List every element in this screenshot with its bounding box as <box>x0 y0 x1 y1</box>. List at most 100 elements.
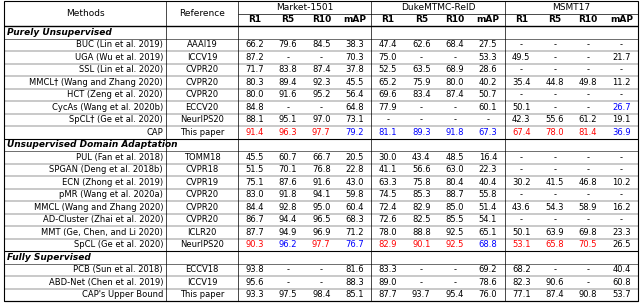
Text: 82.9: 82.9 <box>379 240 397 249</box>
Text: -: - <box>586 153 589 162</box>
Text: 87.7: 87.7 <box>245 228 264 237</box>
Text: 85.5: 85.5 <box>445 215 464 224</box>
Text: 95.6: 95.6 <box>245 278 264 287</box>
Text: -: - <box>520 40 523 49</box>
Text: 70.1: 70.1 <box>278 165 297 174</box>
Text: 86.7: 86.7 <box>245 215 264 224</box>
Text: PCB (Sun et al. 2018): PCB (Sun et al. 2018) <box>74 265 163 274</box>
Text: 49.5: 49.5 <box>512 53 531 62</box>
Text: 23.3: 23.3 <box>612 228 630 237</box>
Text: 96.2: 96.2 <box>278 240 297 249</box>
Text: Fully Supervised: Fully Supervised <box>7 253 91 262</box>
Text: R5: R5 <box>415 15 428 24</box>
Text: DukeMTMC-ReID: DukeMTMC-ReID <box>401 3 476 12</box>
Text: 87.6: 87.6 <box>278 178 298 187</box>
Text: -: - <box>287 278 289 287</box>
Text: 83.8: 83.8 <box>278 65 298 74</box>
Text: 58.9: 58.9 <box>579 203 597 212</box>
Text: -: - <box>520 90 523 99</box>
Text: 88.1: 88.1 <box>245 115 264 124</box>
Text: -: - <box>586 90 589 99</box>
Text: 56.4: 56.4 <box>346 90 364 99</box>
Text: 63.9: 63.9 <box>545 228 564 237</box>
Text: 69.2: 69.2 <box>479 265 497 274</box>
Text: 95.0: 95.0 <box>312 203 330 212</box>
Text: 26.7: 26.7 <box>612 103 630 112</box>
Text: 66.7: 66.7 <box>312 153 331 162</box>
Text: -: - <box>320 53 323 62</box>
Text: ECN (Zhong et al. 2019): ECN (Zhong et al. 2019) <box>62 178 163 187</box>
Text: 26.5: 26.5 <box>612 240 630 249</box>
Text: 30.0: 30.0 <box>379 153 397 162</box>
Text: 53.1: 53.1 <box>512 240 531 249</box>
Text: 79.6: 79.6 <box>278 40 297 49</box>
Text: 94.4: 94.4 <box>279 215 297 224</box>
Text: 38.3: 38.3 <box>345 40 364 49</box>
Text: 22.3: 22.3 <box>479 165 497 174</box>
Text: -: - <box>453 53 456 62</box>
Text: 77.9: 77.9 <box>379 103 397 112</box>
Text: pMR (Wang et al. 2020a): pMR (Wang et al. 2020a) <box>60 190 163 199</box>
Text: 85.0: 85.0 <box>445 203 464 212</box>
Text: 74.5: 74.5 <box>379 190 397 199</box>
Text: Methods: Methods <box>66 9 104 18</box>
Text: 78.0: 78.0 <box>545 128 564 137</box>
Text: CVPR20: CVPR20 <box>186 215 218 224</box>
Text: 63.3: 63.3 <box>379 178 397 187</box>
Text: 60.7: 60.7 <box>278 153 297 162</box>
Text: -: - <box>453 278 456 287</box>
Text: 75.9: 75.9 <box>412 78 431 87</box>
Text: SpCL (Ge et al. 2020): SpCL (Ge et al. 2020) <box>74 240 163 249</box>
Text: 80.4: 80.4 <box>445 178 464 187</box>
Text: MMCL (Wang and Zhang 2020): MMCL (Wang and Zhang 2020) <box>33 203 163 212</box>
Text: 44.8: 44.8 <box>545 78 564 87</box>
Text: This paper: This paper <box>180 290 224 299</box>
Text: 98.4: 98.4 <box>312 290 330 299</box>
Text: 85.3: 85.3 <box>412 190 431 199</box>
Text: -: - <box>453 115 456 124</box>
Text: 93.8: 93.8 <box>245 265 264 274</box>
Text: 68.3: 68.3 <box>345 215 364 224</box>
Text: -: - <box>420 278 423 287</box>
Text: 88.3: 88.3 <box>345 278 364 287</box>
Text: -: - <box>586 265 589 274</box>
Text: ECCV20: ECCV20 <box>186 103 219 112</box>
Text: 87.4: 87.4 <box>445 90 464 99</box>
Text: -: - <box>420 265 423 274</box>
Text: -: - <box>320 265 323 274</box>
Text: 53.3: 53.3 <box>479 53 497 62</box>
Text: 89.4: 89.4 <box>278 78 297 87</box>
Text: 96.5: 96.5 <box>312 215 330 224</box>
Text: -: - <box>420 53 423 62</box>
Text: -: - <box>620 190 623 199</box>
Text: 27.5: 27.5 <box>479 40 497 49</box>
Text: -: - <box>287 53 289 62</box>
Text: 95.4: 95.4 <box>445 290 464 299</box>
Text: -: - <box>586 215 589 224</box>
Text: Unsupervised Domain Adaptation: Unsupervised Domain Adaptation <box>7 140 177 149</box>
Text: -: - <box>420 103 423 112</box>
Text: R10: R10 <box>445 15 464 24</box>
Text: 51.4: 51.4 <box>479 203 497 212</box>
Text: 21.7: 21.7 <box>612 53 630 62</box>
Text: 52.5: 52.5 <box>379 65 397 74</box>
Text: CVPR20: CVPR20 <box>186 190 218 199</box>
Text: -: - <box>553 65 556 74</box>
Text: 50.1: 50.1 <box>512 103 531 112</box>
Text: 77.1: 77.1 <box>512 290 531 299</box>
Text: 70.3: 70.3 <box>346 53 364 62</box>
Text: -: - <box>620 165 623 174</box>
Text: 82.9: 82.9 <box>412 203 431 212</box>
Text: -: - <box>586 278 589 287</box>
Text: 65.2: 65.2 <box>379 78 397 87</box>
Text: 83.3: 83.3 <box>379 265 397 274</box>
Text: 81.6: 81.6 <box>346 265 364 274</box>
Text: 65.8: 65.8 <box>545 240 564 249</box>
Text: 72.4: 72.4 <box>379 203 397 212</box>
Text: 55.8: 55.8 <box>479 190 497 199</box>
Text: 42.3: 42.3 <box>512 115 531 124</box>
Text: UGA (Wu et al. 2019): UGA (Wu et al. 2019) <box>75 53 163 62</box>
Text: HCT (Zeng et al. 2020): HCT (Zeng et al. 2020) <box>67 90 163 99</box>
Text: -: - <box>553 190 556 199</box>
Text: 97.7: 97.7 <box>312 128 331 137</box>
